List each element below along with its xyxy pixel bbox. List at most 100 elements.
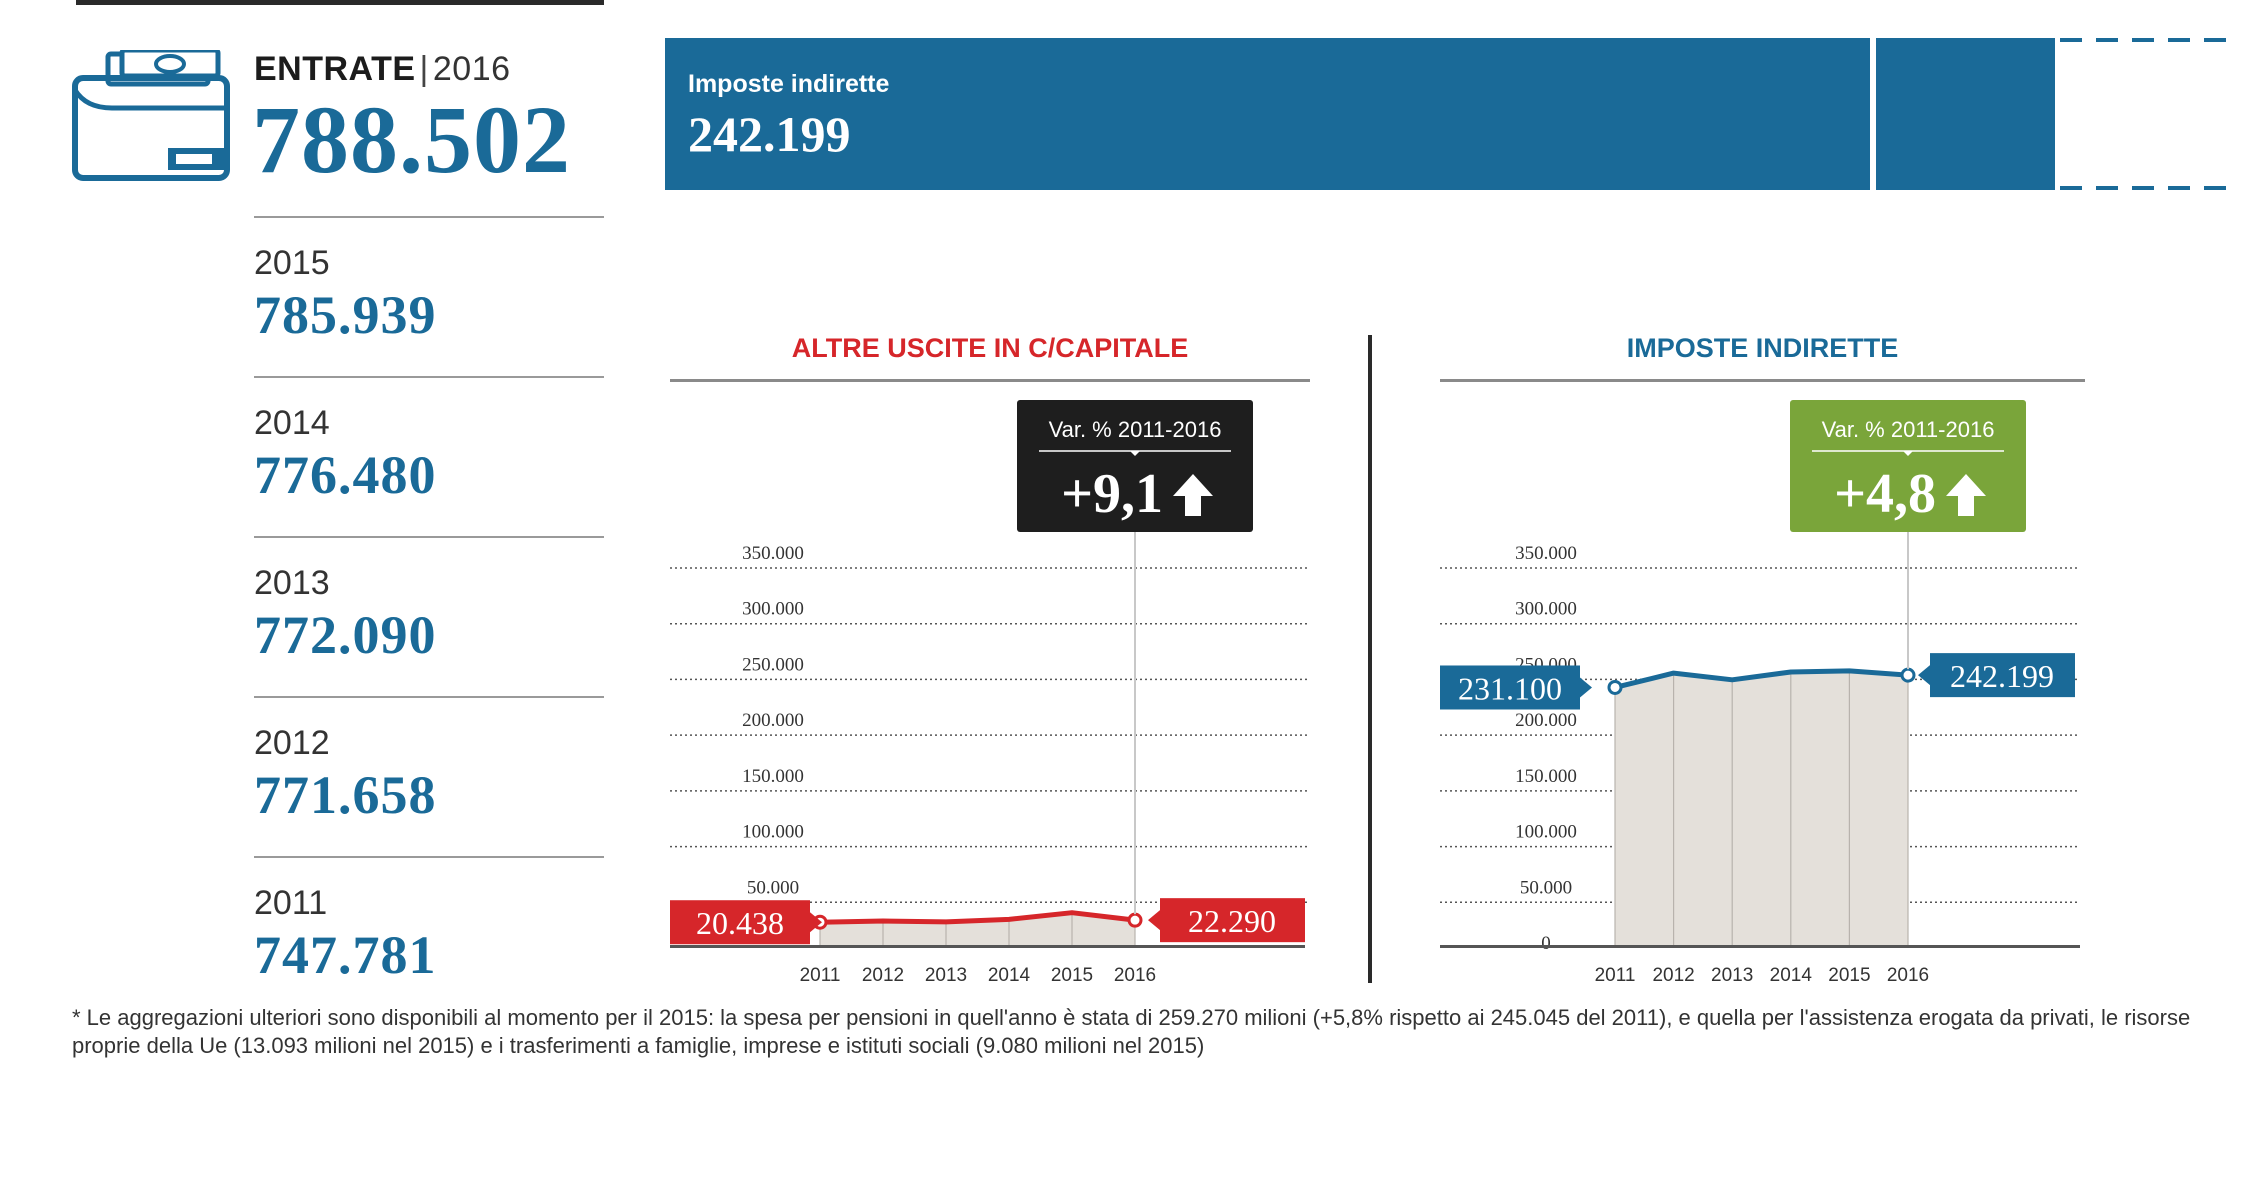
row-divider [254, 856, 604, 858]
summary-total: 788.502 [252, 86, 571, 193]
label-box [1930, 653, 2075, 698]
footnote: * Le aggregazioni ulteriori sono disponi… [72, 1005, 2191, 1058]
x-tick-label: 2016 [1114, 965, 1156, 986]
year-label: 2012 [254, 724, 330, 762]
chart-1: ALTRE USCITE IN C/CAPITALE 50.000 100.000 1… [670, 333, 1310, 986]
year-row-2012: 2012 771.658 [254, 696, 604, 846]
y-tick-label: 50.000 [747, 877, 799, 898]
bar-dash-bottom [2060, 186, 2230, 190]
charts-canvas: ALTRE USCITE IN C/CAPITALE 50.000 100.000 1… [670, 333, 2085, 986]
chart-separator [1368, 335, 1372, 983]
x-tick-label: 2012 [862, 965, 904, 986]
x-tick-label: 2013 [925, 965, 967, 986]
row-divider [254, 696, 604, 698]
series-line [819, 910, 1136, 925]
row-divider [254, 536, 604, 538]
year-value: 772.090 [254, 605, 437, 665]
year-value: 747.781 [254, 925, 437, 985]
end-value-label: 242.199 [1918, 653, 2075, 698]
up-arrow-icon [1946, 474, 1986, 516]
year-label: 2014 [254, 404, 330, 442]
y-tick-label: 100.000 [742, 822, 804, 843]
summary-separator: | [419, 50, 429, 88]
y-tick-label: 50.000 [1520, 877, 1572, 898]
title-rule [670, 379, 1310, 382]
y-tick-label: 350.000 [742, 543, 804, 564]
label-text: 20.438 [696, 905, 784, 941]
y-tick-label: 0 [1541, 933, 1551, 954]
year-row-2014: 2014 776.480 [254, 376, 604, 526]
y-tick-label: 250.000 [742, 654, 804, 675]
start-value-label: 20.438 [670, 900, 822, 945]
year-label: 2011 [254, 884, 328, 922]
imposte-indirette-bar [665, 38, 2055, 190]
bar-label: Imposte indirette [688, 70, 890, 98]
label-text: 22.290 [1188, 903, 1276, 939]
year-label: 2013 [254, 564, 330, 602]
callout-label: Var. % 2011-2016 [1049, 417, 1222, 442]
year-value: 785.939 [254, 285, 437, 345]
year-value: 776.480 [254, 445, 437, 505]
summary-year: 2016 [432, 50, 511, 88]
y-tick-label: 300.000 [1515, 599, 1577, 620]
y-tick-label: 200.000 [742, 710, 804, 731]
x-tick-label: 2016 [1887, 965, 1929, 986]
variation-callout: Var. % 2011-2016 +9,1 [1017, 400, 1253, 532]
label-pointer [1580, 677, 1592, 698]
wallet-icon [72, 50, 230, 181]
label-box [1160, 898, 1305, 943]
area-fill [1615, 670, 1908, 945]
label-pointer [1918, 665, 1930, 686]
x-tick-label: 2011 [800, 965, 841, 986]
x-tick-label: 2015 [1828, 965, 1870, 986]
variation-callout: Var. % 2011-2016 +4,8 [1790, 400, 2026, 532]
chart-2: IMPOSTE INDIRETTE 0 50.000 100.000 150.000 20… [1440, 333, 2085, 986]
label-box [1440, 665, 1580, 710]
bar-divider [1870, 38, 1876, 190]
x-axis-baseline [1440, 945, 2080, 948]
year-row-2015: 2015 785.939 [254, 216, 604, 366]
y-tick-label: 350.000 [1515, 543, 1577, 564]
data-point [1607, 679, 1623, 695]
bar-dash-top [2060, 38, 2230, 42]
y-tick-label: 150.000 [1515, 766, 1577, 787]
row-divider [254, 216, 604, 218]
series-line [1614, 668, 1909, 690]
year-label: 2015 [254, 244, 330, 282]
title-rule [1440, 379, 2085, 382]
y-tick-label: 300.000 [742, 599, 804, 620]
x-tick-label: 2014 [988, 965, 1031, 986]
end-value-label: 22.290 [1148, 898, 1305, 943]
callout-rule-notch [1130, 451, 1140, 456]
data-point [1900, 667, 1916, 683]
y-tick-label: 150.000 [742, 766, 804, 787]
callout-rule-notch [1903, 451, 1913, 456]
year-row-2013: 2013 772.090 [254, 536, 604, 686]
callout-value: +9,1 [1061, 463, 1163, 525]
data-point [1127, 912, 1143, 928]
area-fill [820, 912, 1135, 945]
year-row-2011: 2011 747.781 [254, 856, 604, 996]
x-axis-baseline [670, 945, 1305, 948]
x-tick-label: 2013 [1711, 965, 1753, 986]
callout-value: +4,8 [1834, 463, 1936, 525]
chart-title: IMPOSTE INDIRETTE [1627, 333, 1899, 363]
callout-label: Var. % 2011-2016 [1822, 417, 1995, 442]
top-rule [76, 0, 604, 5]
summary-label: ENTRATE [254, 50, 416, 88]
y-tick-label: 200.000 [1515, 710, 1577, 731]
up-arrow-icon [1173, 474, 1213, 516]
label-text: 242.199 [1950, 658, 2054, 694]
label-text: 231.100 [1458, 670, 1562, 706]
label-pointer [810, 912, 822, 933]
x-tick-label: 2015 [1051, 965, 1093, 986]
summary-heading: ENTRATE | 2016 [254, 50, 511, 89]
row-divider [254, 376, 604, 378]
x-tick-label: 2011 [1595, 965, 1636, 986]
start-value-label: 231.100 [1440, 665, 1592, 710]
x-tick-label: 2014 [1770, 965, 1813, 986]
bar-value: 242.199 [688, 106, 851, 162]
label-box [670, 900, 810, 945]
label-pointer [1148, 910, 1160, 931]
x-tick-label: 2012 [1652, 965, 1694, 986]
